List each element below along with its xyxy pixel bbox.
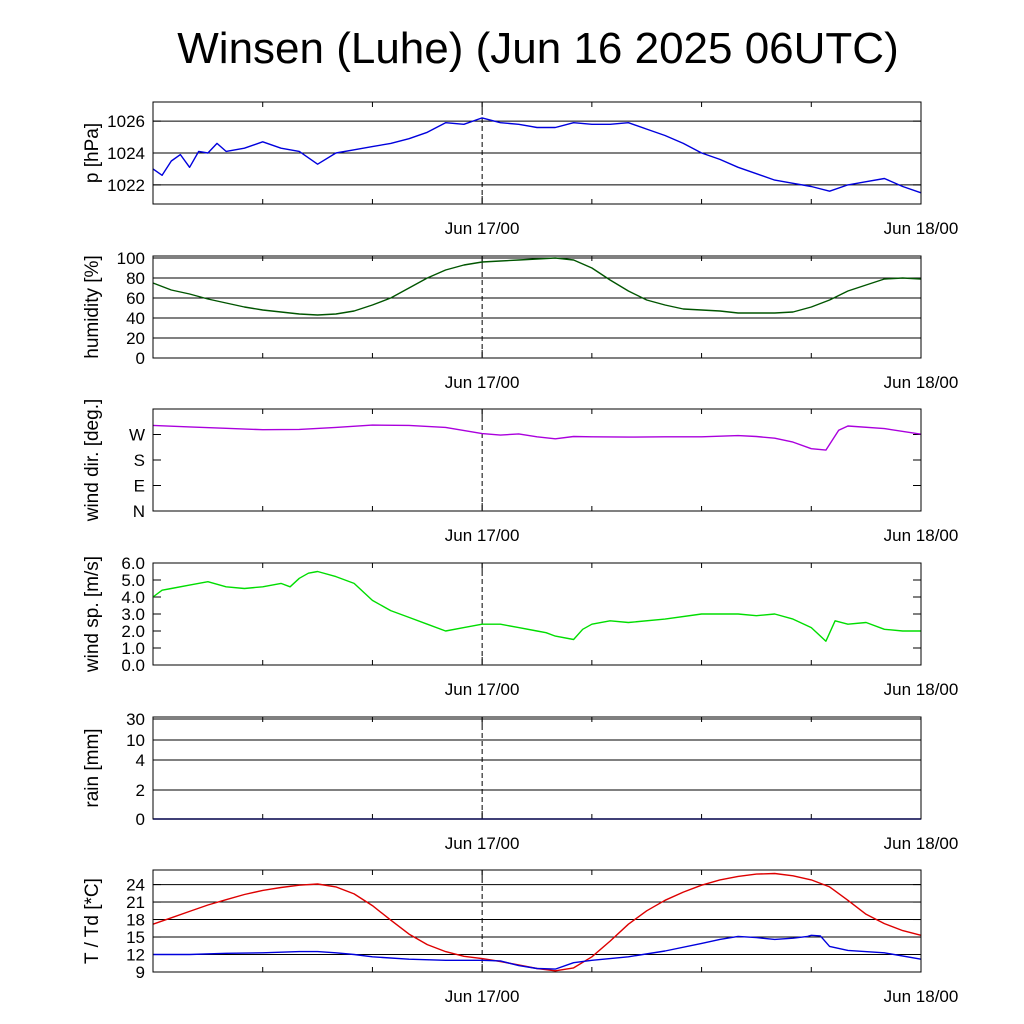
x-tick-label: Jun 17/00 — [445, 526, 520, 545]
x-tick-label: Jun 18/00 — [884, 373, 959, 392]
y-axis-label: p [hPa] — [82, 123, 103, 183]
y-tick-label: 4 — [136, 751, 145, 770]
y-tick-label: N — [133, 502, 145, 521]
y-tick-label: 12 — [126, 946, 145, 965]
panel-5: 0 2 410 30 rain [mm] Jun 17/00 Jun 18/00 — [82, 710, 958, 853]
y-tick-label: 0 — [136, 810, 145, 829]
x-tick-label: Jun 18/00 — [884, 834, 959, 853]
y-tick-label: 6.0 — [121, 554, 145, 573]
series-line-2 — [153, 934, 922, 970]
plot-frame — [152, 869, 922, 973]
y-tick-label: 5.0 — [121, 571, 145, 590]
y-tick-label: 24 — [126, 876, 145, 895]
plot-frame — [152, 716, 922, 820]
x-tick-label: Jun 17/00 — [445, 680, 520, 699]
y-tick-label: 3.0 — [121, 605, 145, 624]
x-tick-label: Jun 18/00 — [884, 219, 959, 238]
y-tick-label: 10 — [126, 731, 145, 750]
y-tick-label: 80 — [126, 269, 145, 288]
series-line-1 — [152, 257, 922, 316]
y-tick-label: 0.0 — [121, 656, 145, 675]
panel-4: 0.01.02.03.04.05.06.0 wind sp. [m/s] Jun 1… — [82, 554, 958, 699]
y-tick-label: 60 — [126, 289, 145, 308]
y-tick-label: 1024 — [107, 144, 145, 163]
x-tick-label: Jun 17/00 — [445, 219, 520, 238]
y-axis-label: wind dir. [deg.] — [82, 399, 103, 523]
plot-frame — [152, 101, 922, 205]
y-tick-label: 2 — [136, 781, 145, 800]
y-tick-label: 20 — [126, 329, 145, 348]
y-tick-label: 0 — [136, 349, 145, 368]
y-tick-label: 4.0 — [121, 588, 145, 607]
y-axis-label: wind sp. [m/s] — [82, 556, 103, 673]
x-tick-label: Jun 18/00 — [884, 987, 959, 1006]
x-tick-label: Jun 17/00 — [445, 373, 520, 392]
y-tick-label: 100 — [117, 249, 145, 268]
y-tick-label: S — [134, 451, 145, 470]
y-tick-label: 40 — [126, 309, 145, 328]
plot-frame — [152, 408, 922, 512]
x-tick-label: Jun 18/00 — [884, 680, 959, 699]
y-tick-label: 18 — [126, 911, 145, 930]
y-axis-label: humidity [%] — [82, 255, 103, 358]
y-tick-label: 2.0 — [121, 622, 145, 641]
y-axis-label: rain [mm] — [82, 728, 103, 807]
series-line-1 — [152, 570, 921, 642]
x-tick-label: Jun 17/00 — [445, 834, 520, 853]
y-tick-label: 1.0 — [121, 639, 145, 658]
series-line-1 — [152, 424, 922, 451]
y-tick-label: W — [129, 426, 145, 445]
y-tick-label: 1022 — [107, 176, 145, 195]
chart-title: Winsen (Luhe) (Jun 16 2025 06UTC) — [177, 24, 899, 73]
y-tick-label: 30 — [126, 710, 145, 729]
y-tick-label: 9 — [136, 963, 145, 982]
series-line-1 — [152, 872, 922, 972]
plot-frame — [152, 562, 922, 666]
y-tick-label: 15 — [126, 928, 145, 947]
y-tick-label: 21 — [126, 893, 145, 912]
plot-frame — [152, 255, 922, 359]
y-tick-label: E — [134, 477, 145, 496]
x-tick-label: Jun 17/00 — [445, 987, 520, 1006]
y-axis-label: T / Td [*C] — [82, 878, 103, 964]
x-tick-label: Jun 18/00 — [884, 526, 959, 545]
y-tick-label: 1026 — [107, 112, 145, 131]
series-line-1 — [152, 117, 922, 194]
